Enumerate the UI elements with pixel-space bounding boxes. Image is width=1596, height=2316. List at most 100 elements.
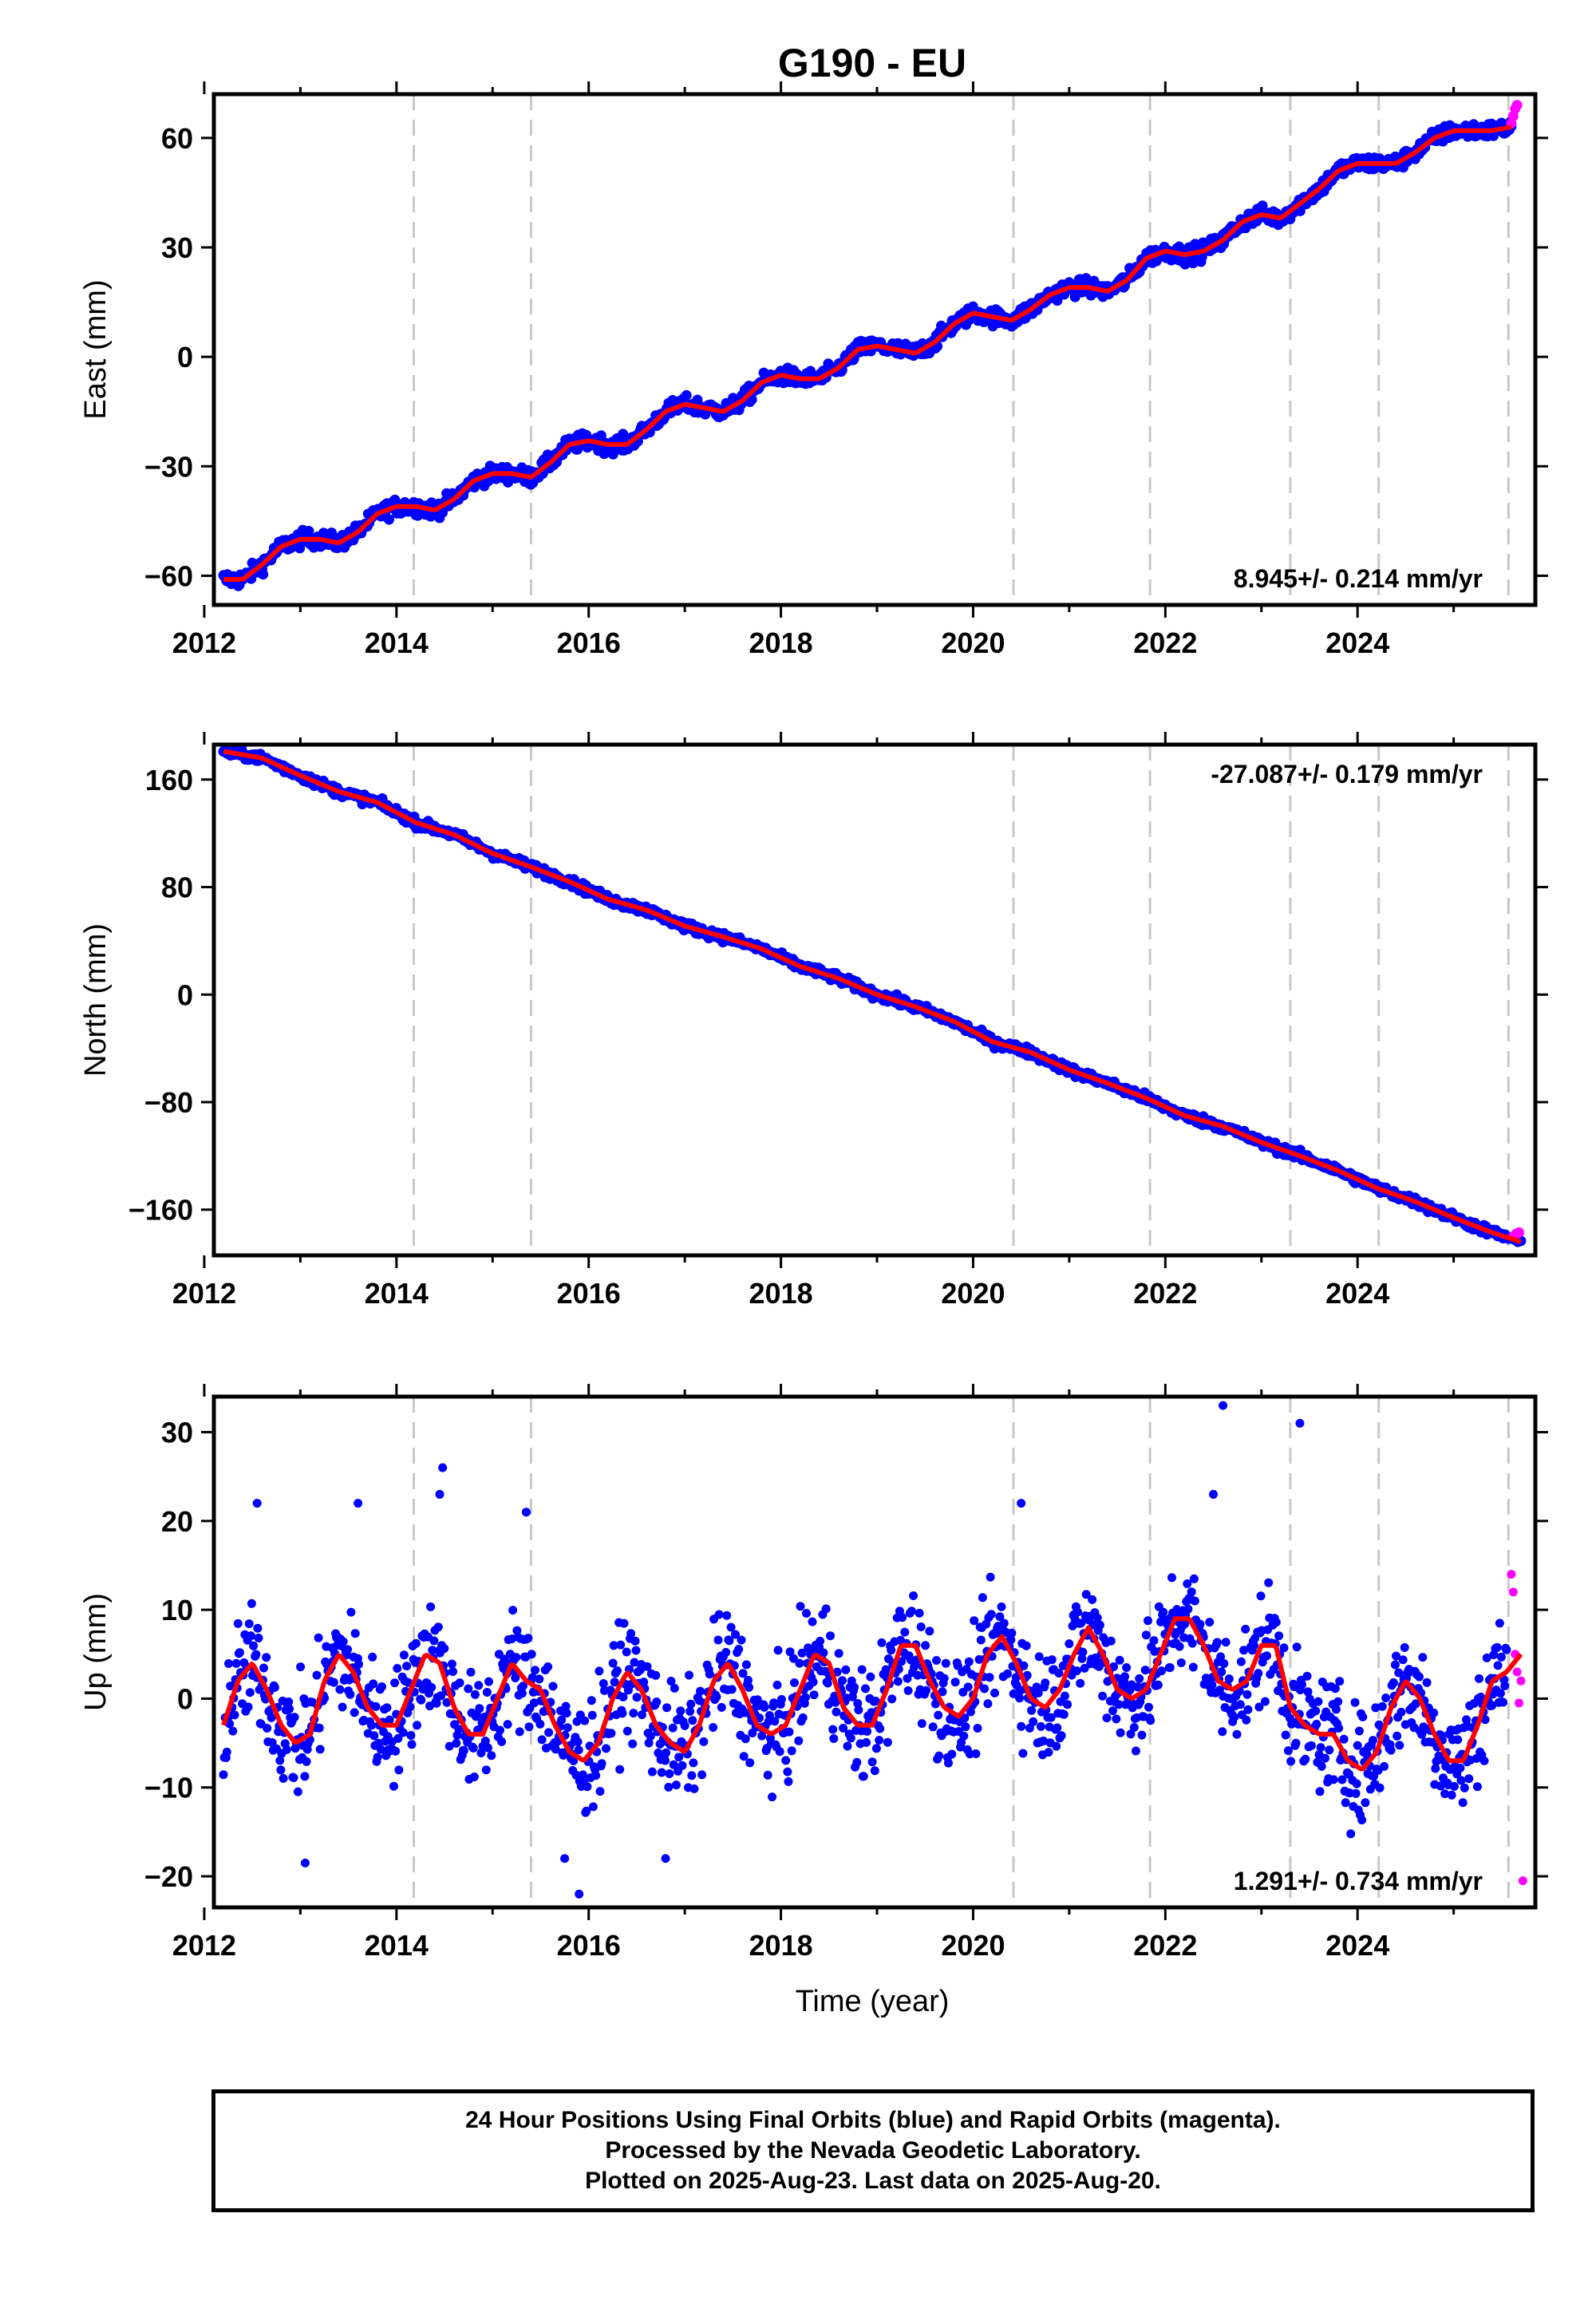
final-orbit-point: [591, 1771, 601, 1780]
final-orbit-point: [853, 1699, 863, 1708]
final-orbit-point: [557, 1715, 567, 1725]
final-orbit-point: [535, 1719, 545, 1729]
final-orbit-point: [1131, 1746, 1140, 1756]
final-orbit-point: [1329, 1775, 1338, 1784]
final-orbit-point: [829, 1734, 839, 1743]
final-orbit-point: [407, 1740, 417, 1749]
final-orbit-point: [1393, 1731, 1402, 1741]
final-orbit-point: [741, 1660, 751, 1670]
final-orbit-point: [1243, 1705, 1253, 1714]
final-orbit-point: [429, 1636, 439, 1646]
model-curve: [221, 1616, 1523, 1772]
y-axis-label: East (mm): [79, 279, 113, 419]
final-orbit-point: [615, 1765, 625, 1774]
final-orbit-point: [497, 1737, 507, 1746]
final-orbit-point: [881, 1665, 891, 1674]
rapid-orbit-point: [1518, 1876, 1527, 1886]
final-orbit-point: [524, 1722, 534, 1732]
final-orbit-point: [647, 1767, 657, 1777]
final-orbit-point: [764, 1711, 774, 1720]
outlier-point: [521, 1508, 531, 1517]
final-orbit-point: [1362, 1750, 1372, 1760]
final-orbit-point: [1381, 1694, 1391, 1702]
final-orbit-point: [470, 1690, 480, 1699]
x-tick-label: 2024: [1325, 626, 1389, 659]
final-orbit-point: [689, 1784, 699, 1793]
final-orbit-point: [302, 1757, 311, 1766]
final-orbit-point: [245, 1688, 255, 1697]
final-orbit-point: [531, 1666, 539, 1675]
final-orbit-point: [826, 1631, 835, 1641]
final-orbit-point: [790, 1678, 799, 1687]
final-orbit-point: [883, 1737, 892, 1747]
final-orbit-point: [1264, 1578, 1274, 1587]
final-orbit-point: [651, 1670, 661, 1680]
final-orbit-point: [1120, 1672, 1129, 1682]
final-orbit-point: [350, 1629, 360, 1638]
final-orbit-point: [1487, 1701, 1497, 1710]
final-orbit-point: [1395, 1741, 1404, 1750]
final-orbit-point: [437, 1691, 445, 1701]
final-orbit-point: [1235, 1700, 1245, 1709]
final-orbit-point: [440, 1644, 449, 1654]
final-orbit-point: [1006, 1635, 1016, 1645]
final-orbit-point: [235, 1648, 244, 1658]
final-orbit-point: [1157, 1666, 1167, 1676]
final-orbit-point: [1254, 1702, 1264, 1712]
final-orbit-point: [941, 1658, 950, 1668]
final-orbit-point: [776, 1694, 786, 1704]
final-orbit-point: [1271, 1618, 1281, 1627]
outlier-point: [435, 1489, 444, 1499]
final-orbit-point: [1165, 1663, 1175, 1672]
final-orbit-point: [393, 1733, 403, 1743]
final-orbit-point: [783, 1767, 792, 1777]
final-orbit-point: [757, 1731, 767, 1741]
y-tick-label: 10: [161, 1594, 193, 1626]
final-orbit-point: [1073, 1607, 1082, 1617]
final-orbit-point: [459, 1746, 468, 1755]
final-orbit-point: [721, 1647, 731, 1657]
final-orbit-point: [267, 1713, 276, 1722]
final-orbit-point: [1479, 1756, 1489, 1765]
plot-area: [218, 100, 1523, 591]
y-tick-label: −30: [144, 450, 193, 483]
final-orbit-point: [1011, 1673, 1021, 1682]
final-orbit-point: [973, 1724, 982, 1733]
final-orbit-point: [676, 1706, 685, 1716]
final-orbit-point: [1346, 1829, 1356, 1839]
footer-line-1: 24 Hour Positions Using Final Orbits (bl…: [465, 2107, 1281, 2133]
final-orbit-point: [1236, 1657, 1246, 1666]
final-orbit-point: [897, 1657, 906, 1666]
final-orbit-point: [275, 1756, 285, 1765]
final-orbit-point: [961, 1722, 970, 1732]
final-orbit-point: [466, 1667, 476, 1677]
final-orbit-point: [1456, 1763, 1465, 1773]
final-orbit-point: [503, 1720, 512, 1729]
final-orbit-point: [1022, 1670, 1032, 1680]
final-orbit-point: [582, 1806, 591, 1816]
final-orbit-point: [338, 1637, 348, 1646]
final-orbit-point: [769, 1698, 779, 1708]
final-orbit-point: [1019, 1661, 1029, 1670]
final-orbit-point: [642, 1662, 652, 1671]
final-orbit-point: [843, 1741, 852, 1751]
final-orbit-point: [1025, 1723, 1034, 1733]
final-orbit-point: [681, 389, 692, 401]
final-orbit-point: [1286, 1757, 1296, 1766]
final-orbit-point: [1440, 1789, 1450, 1799]
final-orbit-point: [249, 1641, 259, 1650]
final-orbit-point: [787, 1746, 796, 1756]
plot-area: [219, 1401, 1527, 1899]
final-orbit-point: [894, 1665, 903, 1674]
final-orbit-point: [871, 1697, 880, 1705]
final-orbit-point: [802, 1609, 811, 1618]
final-orbit-point: [1076, 1678, 1085, 1688]
final-orbit-point: [688, 1716, 697, 1725]
final-orbit-point: [916, 1622, 926, 1631]
final-orbit-point: [983, 1699, 993, 1709]
final-orbit-point: [1392, 1651, 1400, 1661]
final-orbit-point: [846, 1733, 855, 1743]
outlier-point: [300, 1858, 310, 1867]
y-tick-label: −80: [144, 1086, 193, 1119]
final-orbit-point: [1302, 1671, 1312, 1681]
